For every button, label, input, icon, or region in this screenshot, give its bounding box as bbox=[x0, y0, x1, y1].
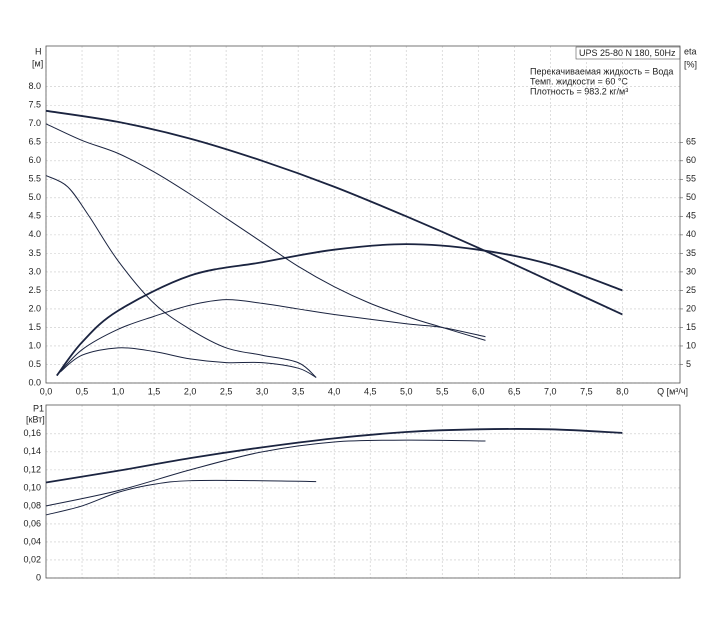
y-tick-label: 3.0 bbox=[28, 266, 41, 276]
x-tick-label: 7,5 bbox=[580, 386, 593, 396]
y2-tick-label: 40 bbox=[686, 229, 696, 239]
y-label: P1 bbox=[33, 403, 44, 413]
y-tick-label: 4.0 bbox=[28, 229, 41, 239]
y-tick-label: 3.5 bbox=[28, 248, 41, 258]
annotation: Плотность = 983.2 кг/м³ bbox=[530, 86, 628, 96]
y2-tick-label: 55 bbox=[686, 174, 696, 184]
curve bbox=[56, 299, 486, 376]
curve bbox=[45, 428, 623, 484]
x-tick-label: 0,0 bbox=[40, 386, 53, 396]
plot-frame bbox=[45, 404, 681, 579]
curve bbox=[45, 123, 486, 341]
curve bbox=[56, 243, 623, 377]
y-unit: [м] bbox=[32, 58, 43, 68]
y2-tick-label: 20 bbox=[686, 303, 696, 313]
y-tick-label: 0.0 bbox=[28, 377, 41, 387]
y2-tick-label: 30 bbox=[686, 266, 696, 276]
annotation: Темп. жидкости = 60 °C bbox=[530, 76, 628, 86]
curve bbox=[45, 109, 623, 316]
x-tick-label: 6,5 bbox=[508, 386, 521, 396]
x-tick-label: 2,5 bbox=[220, 386, 233, 396]
y2-tick-label: 45 bbox=[686, 211, 696, 221]
plot-frame bbox=[45, 45, 681, 384]
y-tick-label: 0,08 bbox=[23, 500, 41, 510]
y2-tick-label: 50 bbox=[686, 192, 696, 202]
y2-tick-label: 35 bbox=[686, 248, 696, 258]
y2-tick-label: 10 bbox=[686, 340, 696, 350]
chart-title: UPS 25-80 N 180, 50Hz bbox=[579, 48, 676, 58]
y2-tick-label: 65 bbox=[686, 137, 696, 147]
y-tick-label: 6.0 bbox=[28, 155, 41, 165]
y-tick-label: 0,10 bbox=[23, 482, 41, 492]
y2-unit: [%] bbox=[684, 59, 697, 69]
y-tick-label: 5.0 bbox=[28, 192, 41, 202]
y-tick-label: 0 bbox=[36, 572, 41, 582]
x-label: Q [м³/ч] bbox=[657, 386, 688, 396]
curve bbox=[45, 479, 317, 516]
x-tick-label: 6,0 bbox=[472, 386, 485, 396]
y-tick-label: 7.5 bbox=[28, 100, 41, 110]
curve bbox=[45, 175, 317, 378]
y-tick-label: 0,06 bbox=[23, 518, 41, 528]
y-tick-label: 7.0 bbox=[28, 118, 41, 128]
annotation: Перекачиваемая жидкость = Вода bbox=[530, 66, 673, 76]
y2-tick-label: 60 bbox=[686, 155, 696, 165]
y-tick-label: 2.0 bbox=[28, 303, 41, 313]
y-unit: [кВт] bbox=[26, 414, 45, 424]
x-tick-label: 3,0 bbox=[256, 386, 269, 396]
y-tick-label: 1.0 bbox=[28, 340, 41, 350]
y2-tick-label: 15 bbox=[686, 322, 696, 332]
y2-tick-label: 5 bbox=[686, 359, 691, 369]
y-tick-label: 0,14 bbox=[23, 446, 41, 456]
y-tick-label: 8.0 bbox=[28, 81, 41, 91]
curve bbox=[45, 439, 486, 507]
y-tick-label: 6.5 bbox=[28, 137, 41, 147]
y2-label: eta bbox=[684, 46, 697, 56]
y2-tick-label: 25 bbox=[686, 285, 696, 295]
y-tick-label: 4.5 bbox=[28, 211, 41, 221]
x-tick-label: 3,5 bbox=[292, 386, 305, 396]
x-tick-label: 7,0 bbox=[544, 386, 557, 396]
y-tick-label: 0,16 bbox=[23, 428, 41, 438]
x-tick-label: 5,0 bbox=[400, 386, 413, 396]
y-tick-label: 0.5 bbox=[28, 359, 41, 369]
y-tick-label: 0,02 bbox=[23, 554, 41, 564]
x-tick-label: 0,5 bbox=[76, 386, 89, 396]
x-tick-label: 1,0 bbox=[112, 386, 125, 396]
y-label: H bbox=[35, 46, 42, 56]
x-tick-label: 2,0 bbox=[184, 386, 197, 396]
x-tick-label: 8,0 bbox=[616, 386, 629, 396]
x-tick-label: 4,0 bbox=[328, 386, 341, 396]
y-tick-label: 1.5 bbox=[28, 322, 41, 332]
y-tick-label: 0,12 bbox=[23, 464, 41, 474]
x-tick-label: 4,5 bbox=[364, 386, 377, 396]
x-tick-label: 5,5 bbox=[436, 386, 449, 396]
y-tick-label: 0,04 bbox=[23, 536, 41, 546]
x-tick-label: 1,5 bbox=[148, 386, 161, 396]
y-tick-label: 5.5 bbox=[28, 174, 41, 184]
y-tick-label: 2.5 bbox=[28, 285, 41, 295]
curve bbox=[60, 347, 317, 378]
